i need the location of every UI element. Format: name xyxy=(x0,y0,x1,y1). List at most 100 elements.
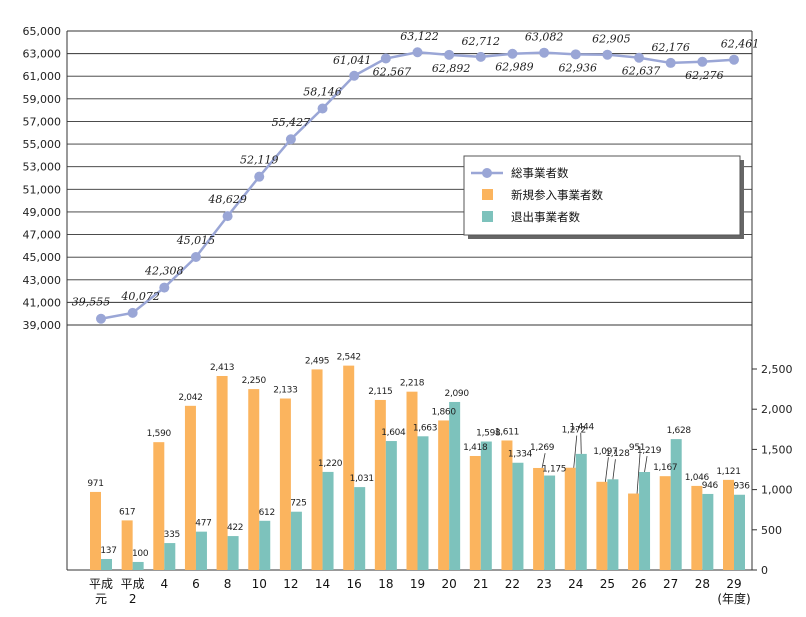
line-data-label: 62,905 xyxy=(592,33,631,46)
line-data-label: 55,427 xyxy=(272,116,311,129)
bar-new xyxy=(533,467,545,570)
bar-new xyxy=(343,365,355,570)
line-series xyxy=(96,47,739,324)
bar-exit xyxy=(132,561,144,570)
bar-label-new: 2,413 xyxy=(210,363,234,373)
y-tick-label: 41,000 xyxy=(23,296,62,309)
bar-exit xyxy=(639,471,651,570)
bar-exit xyxy=(354,487,366,570)
total-point xyxy=(444,49,455,60)
line-data-label: 40,072 xyxy=(120,290,160,303)
line-data-label: 62,936 xyxy=(559,61,598,74)
bar-new xyxy=(438,420,450,570)
y-tick-label: 59,000 xyxy=(23,93,62,106)
bar-exit xyxy=(101,558,112,570)
x-tick-label: 29 xyxy=(726,577,741,591)
bar-new xyxy=(628,493,640,570)
bar-exit xyxy=(385,441,397,570)
y-tick-label: 53,000 xyxy=(23,161,62,174)
bar-label-exit: 1,175 xyxy=(542,465,566,475)
bar-label-exit: 335 xyxy=(164,530,180,540)
line-data-label: 62,712 xyxy=(462,35,501,48)
bar-label-exit: 946 xyxy=(702,481,719,491)
bar-new xyxy=(279,398,291,570)
total-point xyxy=(697,56,708,67)
total-point xyxy=(254,171,265,182)
bar-exit xyxy=(259,520,271,570)
bar-new xyxy=(723,479,734,570)
bar-label-new: 617 xyxy=(119,507,135,517)
legend-label-exit: 退出事業者数 xyxy=(511,210,580,224)
bar-exit xyxy=(480,441,492,570)
legend-swatch-new xyxy=(482,189,493,200)
total-point xyxy=(127,307,138,318)
bar-label-exit: 1,220 xyxy=(318,459,343,469)
bar-exit xyxy=(734,494,745,570)
line-data-label: 58,146 xyxy=(303,86,342,99)
label-leader-lines xyxy=(541,432,648,494)
bar-new xyxy=(596,481,608,570)
y-tick-label-right: 500 xyxy=(761,524,782,537)
y-tick-label: 57,000 xyxy=(23,115,62,128)
leader-line xyxy=(580,432,582,454)
total-point xyxy=(159,282,170,293)
bar-exit xyxy=(607,479,619,570)
bar-label-exit: 1,334 xyxy=(508,450,533,460)
bar-new xyxy=(248,389,260,570)
total-point xyxy=(475,51,486,62)
line-data-label: 62,989 xyxy=(495,61,534,74)
y-tick-label: 43,000 xyxy=(23,274,62,287)
total-point xyxy=(729,54,739,65)
x-tick-label: 21 xyxy=(473,577,488,591)
y-tick-label: 61,000 xyxy=(23,70,62,83)
total-point xyxy=(507,48,518,59)
x-tick-label: 4 xyxy=(160,577,168,591)
line-data-label: 62,276 xyxy=(685,69,724,82)
legend-marker-swatch xyxy=(482,168,492,178)
total-point xyxy=(634,52,645,63)
bar-new xyxy=(691,485,703,570)
x-tick-label: 26 xyxy=(631,577,646,591)
leader-line xyxy=(612,459,616,480)
bar-label-new: 1,418 xyxy=(463,443,488,453)
bar-label-new: 2,115 xyxy=(368,387,392,397)
line-data-label: 62,637 xyxy=(622,65,661,78)
line-data-label: 42,308 xyxy=(144,265,184,278)
total-point xyxy=(602,49,613,60)
bar-exit xyxy=(164,543,176,570)
y-tick-label-right: 2,500 xyxy=(761,363,793,376)
bar-label-exit: 1,598 xyxy=(476,429,501,439)
bar-label-new: 1,272 xyxy=(562,426,586,436)
x-tick-label: 27 xyxy=(663,577,678,591)
total-point xyxy=(190,251,201,262)
line-data-label: 61,041 xyxy=(333,54,372,67)
bar-label-new: 2,133 xyxy=(273,386,297,396)
y-tick-label: 55,000 xyxy=(23,138,62,151)
bar-exit xyxy=(512,462,524,570)
bar-new xyxy=(469,455,481,570)
bar-label-exit: 137 xyxy=(100,546,116,556)
y-tick-label-right: 1,500 xyxy=(761,443,793,456)
x-tick-label: 23 xyxy=(536,577,551,591)
bar-label-exit: 1,628 xyxy=(667,426,692,436)
x-tick-label: (年度) xyxy=(717,591,750,606)
line-data-label: 48,629 xyxy=(207,193,247,206)
bar-new xyxy=(121,520,133,570)
legend-swatch-exit xyxy=(482,211,493,222)
x-tick-label: 2 xyxy=(129,592,137,606)
y-tick-label: 51,000 xyxy=(23,183,62,196)
x-tick-label: 20 xyxy=(442,577,457,591)
y-tick-label: 39,000 xyxy=(23,319,62,332)
bar-new xyxy=(90,491,101,570)
bar-label-new: 1,046 xyxy=(685,473,710,483)
total-point xyxy=(222,211,233,222)
bar-label-new: 2,250 xyxy=(242,376,267,386)
bar-label-exit: 725 xyxy=(290,499,306,509)
leader-line xyxy=(541,453,546,469)
line-data-label: 39,555 xyxy=(72,296,111,309)
line-data-label: 63,082 xyxy=(525,31,564,44)
bar-label-new: 2,042 xyxy=(178,393,202,403)
total-point xyxy=(412,47,423,58)
legend-box xyxy=(463,155,741,236)
